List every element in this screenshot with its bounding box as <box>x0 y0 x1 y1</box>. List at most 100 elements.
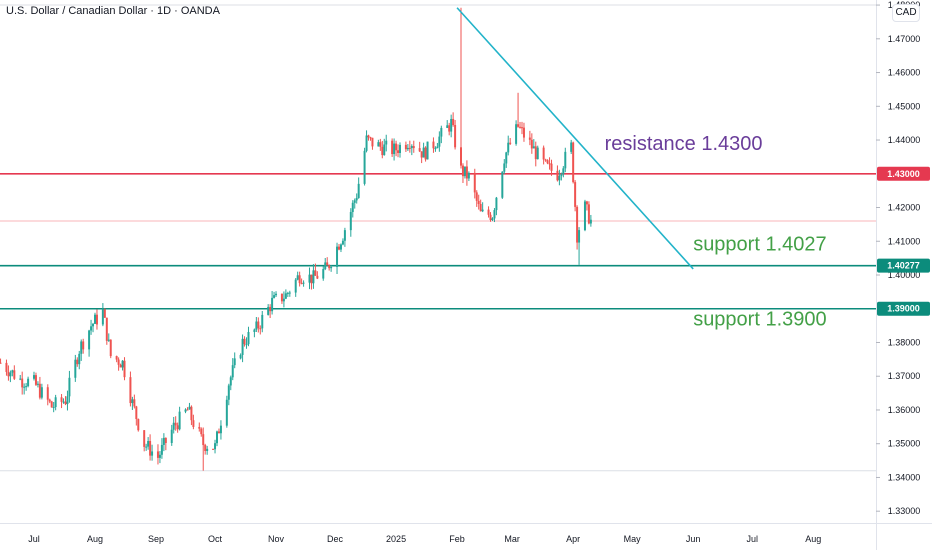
candle-body <box>558 175 561 181</box>
time-tick-label: Jun <box>686 534 701 544</box>
candle <box>217 428 220 434</box>
candle-body <box>336 246 339 267</box>
time-tick-label: Mar <box>504 534 520 544</box>
candle <box>76 357 79 367</box>
candle-body <box>367 135 370 138</box>
candle <box>574 180 577 212</box>
candle-body <box>66 396 69 405</box>
candle-body <box>123 360 126 378</box>
resistance-annotation: resistance 1.4300 <box>605 133 763 155</box>
candle-body <box>13 370 16 379</box>
candle <box>463 166 466 179</box>
candle-body <box>432 141 435 149</box>
candle <box>212 448 215 450</box>
candle <box>355 193 358 204</box>
candle-body <box>68 377 71 397</box>
candle <box>170 424 173 446</box>
time-tick-label: Sep <box>148 534 164 544</box>
candle-body <box>170 429 173 443</box>
candle-body <box>477 200 480 205</box>
candle-body <box>117 359 120 365</box>
candle <box>452 112 455 127</box>
candle-body <box>92 323 95 327</box>
candle <box>424 146 427 162</box>
candle <box>82 338 85 354</box>
candle <box>509 138 512 145</box>
candle-body <box>467 172 470 179</box>
candle-body <box>33 375 35 379</box>
candle <box>94 312 96 325</box>
currency-button[interactable]: CAD <box>892 4 920 22</box>
descending-trendline[interactable] <box>456 7 694 270</box>
candle <box>188 402 191 410</box>
candle-body <box>11 370 14 373</box>
support-annotation: support 1.3900 <box>693 309 826 331</box>
candle-body <box>363 150 366 184</box>
candle <box>314 263 317 276</box>
candle-body <box>23 386 26 388</box>
candle <box>519 121 522 129</box>
candle-body <box>188 406 191 410</box>
candle <box>406 144 409 151</box>
candle-body <box>247 331 250 345</box>
candle-body <box>46 387 49 400</box>
candle <box>46 384 49 406</box>
candle <box>80 339 83 361</box>
candle <box>426 141 429 160</box>
candle-body <box>5 362 8 372</box>
candle <box>48 398 51 404</box>
candle <box>434 146 437 152</box>
candle <box>381 140 384 159</box>
candle <box>330 265 333 272</box>
candle <box>436 142 439 149</box>
candle-body <box>519 126 522 128</box>
candle <box>92 322 95 333</box>
candle <box>88 329 91 357</box>
candle <box>192 414 195 430</box>
candle <box>253 328 256 338</box>
candle-body <box>174 422 177 426</box>
candle-body <box>379 142 382 147</box>
trendline-group[interactable] <box>456 7 694 270</box>
candle <box>178 406 181 431</box>
candle <box>363 147 366 186</box>
candle-body <box>178 411 181 430</box>
candle <box>570 139 573 155</box>
candle <box>245 337 248 349</box>
candle <box>487 206 490 218</box>
candle-body <box>288 292 291 294</box>
time-axis[interactable]: Jul Aug Sep Oct Nov Dec 2025 Feb Mar Apr May Jun Jul… <box>28 534 821 544</box>
candle <box>149 434 152 461</box>
candle <box>115 355 118 363</box>
candle-body <box>284 293 287 299</box>
candle-body <box>326 262 329 266</box>
candle <box>123 357 126 381</box>
candle-body <box>200 428 203 435</box>
candle <box>109 339 112 359</box>
candle <box>328 264 331 271</box>
candle <box>255 316 258 333</box>
candle-body <box>570 142 573 152</box>
price-tick-label: 1.33000 <box>888 506 921 516</box>
candle <box>548 157 551 170</box>
candle <box>404 141 407 152</box>
candle-body <box>418 148 421 152</box>
candle <box>286 291 289 297</box>
candle <box>107 333 110 342</box>
candle-body <box>147 440 150 447</box>
candle <box>27 376 30 388</box>
candle <box>267 304 270 316</box>
candle-body <box>426 141 429 160</box>
candle-body <box>314 270 317 276</box>
horizontal-levels[interactable] <box>0 172 876 310</box>
candle-body <box>192 420 195 427</box>
candle <box>204 443 207 455</box>
candle <box>399 142 401 158</box>
candle-body <box>408 147 411 149</box>
candle <box>95 309 98 330</box>
candle-body <box>255 321 258 330</box>
candle-body <box>475 192 478 201</box>
candle <box>105 317 108 345</box>
